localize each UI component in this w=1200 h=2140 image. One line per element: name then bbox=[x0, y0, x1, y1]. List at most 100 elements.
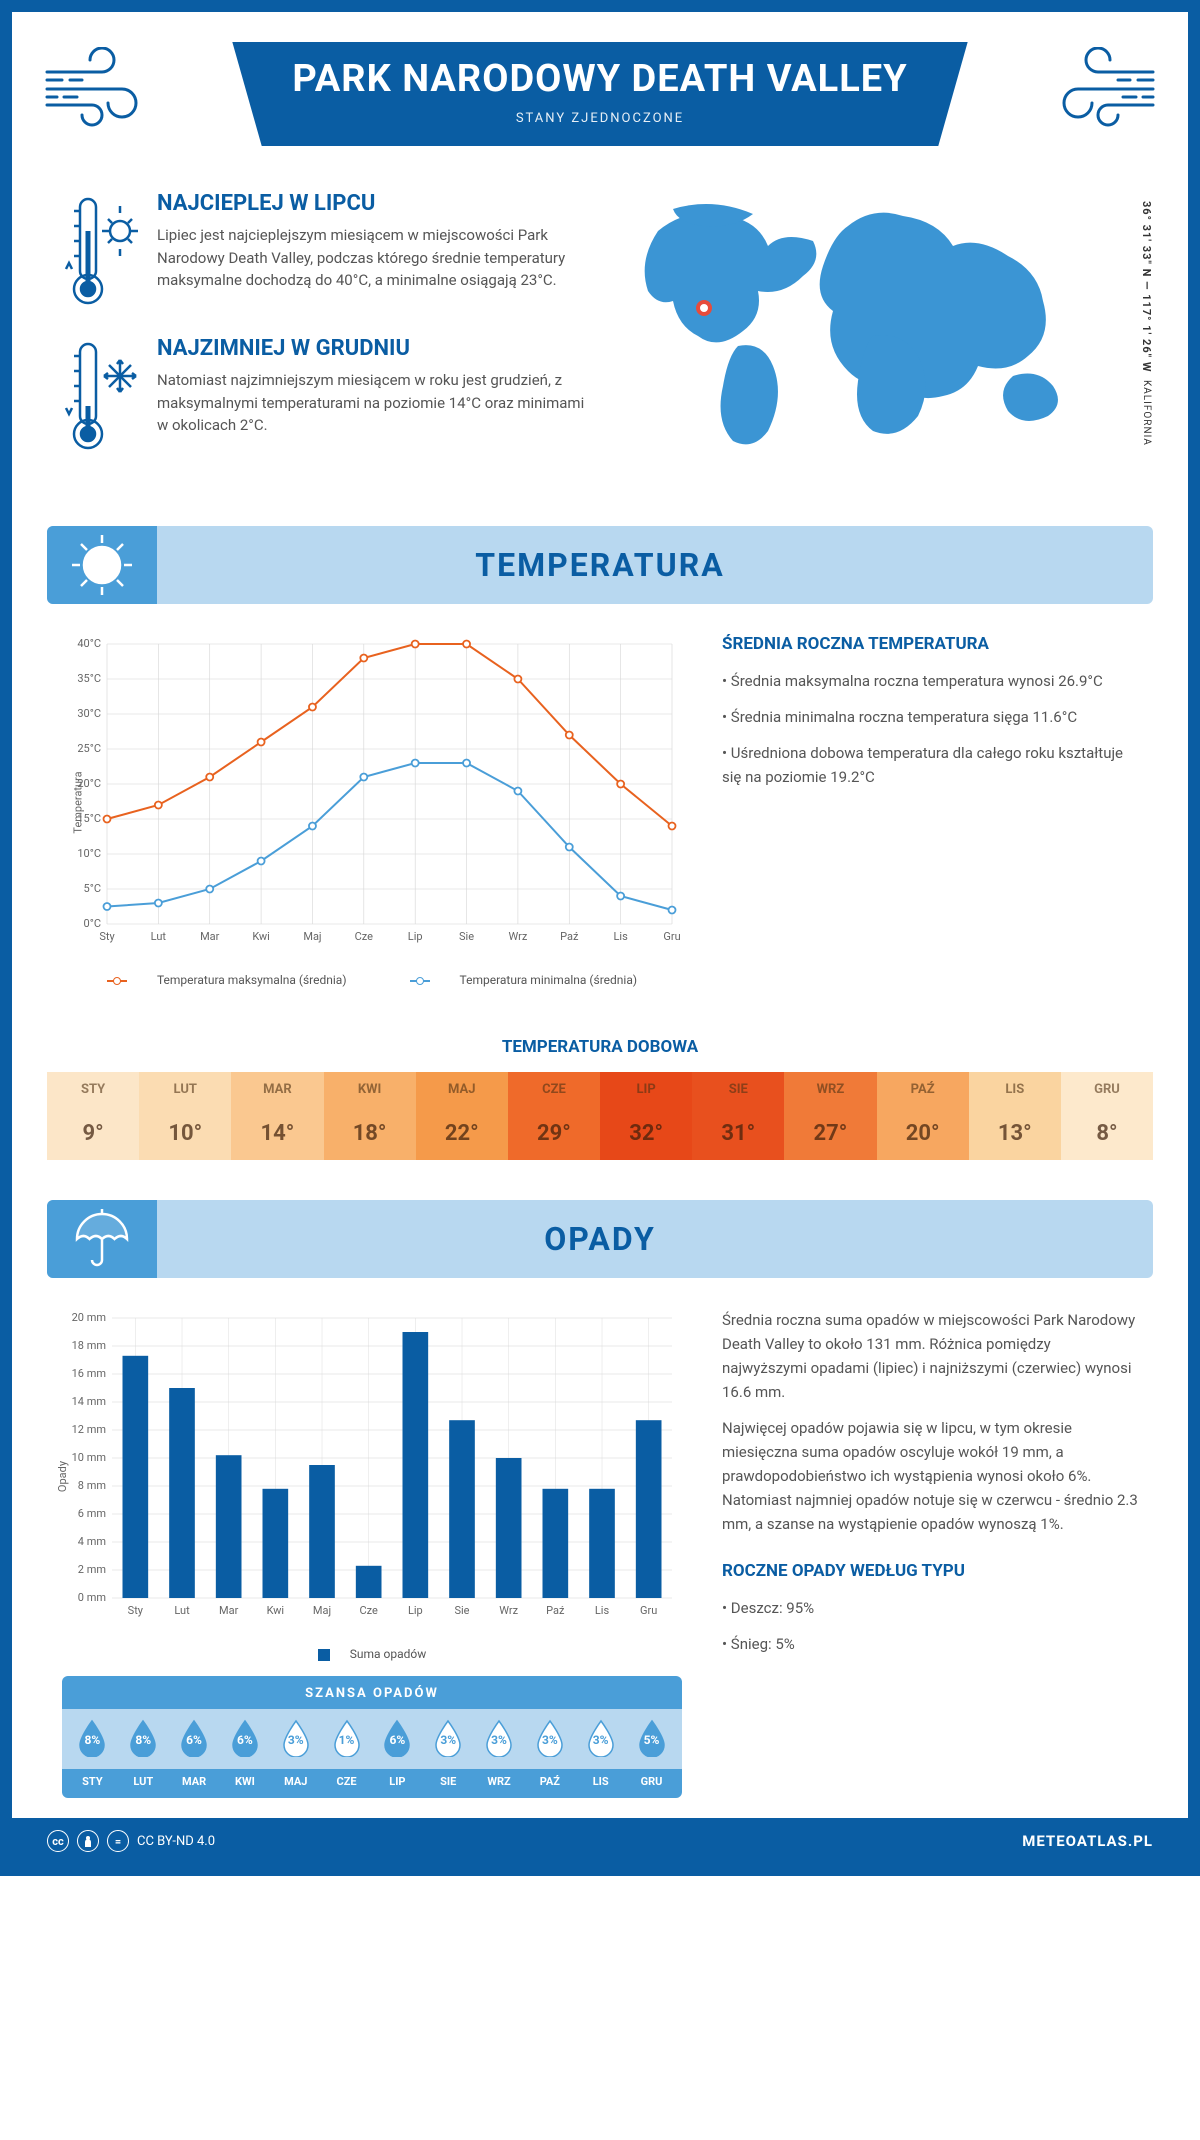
daily-col: CZE 29° bbox=[508, 1072, 600, 1160]
world-map: 36° 31' 33" N — 117° 1' 26" W KALIFORNIA bbox=[618, 191, 1138, 481]
chance-month: STY bbox=[67, 1775, 118, 1788]
chance-col: 8% bbox=[67, 1719, 118, 1759]
daily-col: LIS 13° bbox=[969, 1072, 1061, 1160]
svg-text:Mar: Mar bbox=[219, 1604, 239, 1617]
sun-icon bbox=[67, 530, 137, 600]
coordinates: 36° 31' 33" N — 117° 1' 26" W KALIFORNIA bbox=[1140, 201, 1153, 446]
header-banner: PARK NARODOWY DEATH VALLEY STANY ZJEDNOC… bbox=[232, 42, 967, 146]
precipitation-chance-table: SZANSA OPADÓW 8% 8% 6% bbox=[62, 1676, 682, 1798]
svg-text:Cze: Cze bbox=[359, 1604, 378, 1617]
thermometer-cold-icon bbox=[62, 336, 142, 456]
nd-icon: = bbox=[107, 1830, 129, 1852]
chance-col: 3% bbox=[270, 1719, 321, 1759]
daily-col: GRU 8° bbox=[1061, 1072, 1153, 1160]
svg-text:0 mm: 0 mm bbox=[78, 1591, 106, 1604]
svg-text:Paź: Paź bbox=[546, 1604, 565, 1617]
wind-icon bbox=[1048, 47, 1158, 127]
intro-section: NAJCIEPLEJ W LIPCU Lipiec jest najcieple… bbox=[12, 161, 1188, 511]
page: PARK NARODOWY DEATH VALLEY STANY ZJEDNOC… bbox=[0, 0, 1200, 1876]
cold-block: NAJZIMNIEJ W GRUDNIU Natomiast najzimnie… bbox=[62, 336, 588, 456]
chance-month: PAŹ bbox=[524, 1775, 575, 1788]
hot-title: NAJCIEPLEJ W LIPCU bbox=[157, 191, 588, 216]
chance-col: 6% bbox=[372, 1719, 423, 1759]
precipitation-summary: Średnia roczna suma opadów w miejscowośc… bbox=[722, 1308, 1138, 1798]
svg-text:16 mm: 16 mm bbox=[72, 1367, 106, 1380]
svg-text:40°C: 40°C bbox=[77, 637, 101, 650]
daily-col: WRZ 27° bbox=[784, 1072, 876, 1160]
svg-text:6 mm: 6 mm bbox=[78, 1507, 106, 1520]
svg-text:Sie: Sie bbox=[459, 930, 474, 943]
daily-col: KWI 18° bbox=[324, 1072, 416, 1160]
footer: cc = CC BY-ND 4.0 METEOATLAS.PL bbox=[12, 1818, 1188, 1864]
bullet: • Średnia minimalna roczna temperatura s… bbox=[722, 705, 1138, 729]
precipitation-chart: Opady 0 mm2 mm4 mm6 mm8 mm10 mm12 mm14 m… bbox=[62, 1308, 682, 1798]
svg-text:35°C: 35°C bbox=[77, 672, 101, 685]
daily-col: LUT 10° bbox=[139, 1072, 231, 1160]
temperature-chart: Temperatura 0°C5°C10°C15°C20°C25°C30°C35… bbox=[62, 634, 682, 987]
svg-text:Lip: Lip bbox=[408, 930, 423, 943]
svg-text:Lis: Lis bbox=[613, 930, 628, 943]
bullet: • Deszcz: 95% bbox=[722, 1596, 1138, 1620]
svg-text:Kwi: Kwi bbox=[267, 1604, 285, 1617]
chance-col: 1% bbox=[321, 1719, 372, 1759]
daily-temp-table: STY 9° LUT 10° MAR 14° KWI 18° MAJ 22° C… bbox=[47, 1072, 1153, 1160]
svg-text:8 mm: 8 mm bbox=[78, 1479, 106, 1492]
bullet: • Średnia maksymalna roczna temperatura … bbox=[722, 669, 1138, 693]
svg-text:Wrz: Wrz bbox=[508, 930, 527, 943]
page-subtitle: STANY ZJEDNOCZONE bbox=[292, 111, 907, 126]
chance-col: 5% bbox=[626, 1719, 677, 1759]
daily-col: MAR 14° bbox=[231, 1072, 323, 1160]
svg-text:14 mm: 14 mm bbox=[72, 1395, 106, 1408]
svg-text:Cze: Cze bbox=[355, 930, 374, 943]
svg-text:Paź: Paź bbox=[560, 930, 579, 943]
cold-title: NAJZIMNIEJ W GRUDNIU bbox=[157, 336, 588, 361]
svg-text:10°C: 10°C bbox=[77, 847, 101, 860]
umbrella-icon bbox=[67, 1204, 137, 1274]
chance-col: 3% bbox=[575, 1719, 626, 1759]
svg-text:2 mm: 2 mm bbox=[78, 1563, 106, 1576]
chance-month: SIE bbox=[423, 1775, 474, 1788]
chance-col: 3% bbox=[524, 1719, 575, 1759]
daily-temp-title: TEMPERATURA DOBOWA bbox=[12, 1037, 1188, 1057]
cc-icon: cc bbox=[47, 1830, 69, 1852]
chance-col: 8% bbox=[118, 1719, 169, 1759]
svg-text:Sty: Sty bbox=[99, 930, 115, 943]
bullet: • Uśredniona dobowa temperatura dla całe… bbox=[722, 741, 1138, 789]
cold-text: Natomiast najzimniejszym miesiącem w rok… bbox=[157, 369, 588, 437]
license-text: CC BY-ND 4.0 bbox=[137, 1834, 215, 1849]
svg-text:Gru: Gru bbox=[640, 1604, 657, 1617]
svg-text:20 mm: 20 mm bbox=[72, 1311, 106, 1324]
svg-text:5°C: 5°C bbox=[84, 882, 101, 895]
chart-legend: Temperatura maksymalna (średnia) Tempera… bbox=[62, 973, 682, 987]
wind-icon bbox=[42, 47, 152, 127]
chance-col: 6% bbox=[219, 1719, 270, 1759]
section-title: OPADY bbox=[47, 1220, 1153, 1258]
svg-text:30°C: 30°C bbox=[77, 707, 101, 720]
daily-col: MAJ 22° bbox=[416, 1072, 508, 1160]
hot-text: Lipiec jest najcieplejszym miesiącem w m… bbox=[157, 224, 588, 292]
chance-col: 3% bbox=[423, 1719, 474, 1759]
svg-text:25°C: 25°C bbox=[77, 742, 101, 755]
svg-text:Maj: Maj bbox=[313, 1604, 331, 1617]
chance-month: KWI bbox=[219, 1775, 270, 1788]
chart-legend: Suma opadów bbox=[62, 1647, 682, 1661]
svg-text:Lip: Lip bbox=[408, 1604, 423, 1617]
svg-text:Sie: Sie bbox=[454, 1604, 469, 1617]
svg-text:18 mm: 18 mm bbox=[72, 1339, 106, 1352]
svg-text:Lut: Lut bbox=[174, 1604, 190, 1617]
chance-month: LIP bbox=[372, 1775, 423, 1788]
daily-col: LIP 32° bbox=[600, 1072, 692, 1160]
chance-month: WRZ bbox=[474, 1775, 525, 1788]
chance-month: LIS bbox=[575, 1775, 626, 1788]
chance-col: 6% bbox=[169, 1719, 220, 1759]
svg-text:10 mm: 10 mm bbox=[72, 1451, 106, 1464]
section-title: TEMPERATURA bbox=[47, 546, 1153, 584]
chance-col: 3% bbox=[474, 1719, 525, 1759]
svg-text:12 mm: 12 mm bbox=[72, 1423, 106, 1436]
svg-text:Maj: Maj bbox=[303, 930, 321, 943]
daily-col: PAŹ 20° bbox=[877, 1072, 969, 1160]
site-name: METEOATLAS.PL bbox=[1022, 1832, 1153, 1850]
hot-block: NAJCIEPLEJ W LIPCU Lipiec jest najcieple… bbox=[62, 191, 588, 311]
chance-month: CZE bbox=[321, 1775, 372, 1788]
chance-month: MAR bbox=[169, 1775, 220, 1788]
